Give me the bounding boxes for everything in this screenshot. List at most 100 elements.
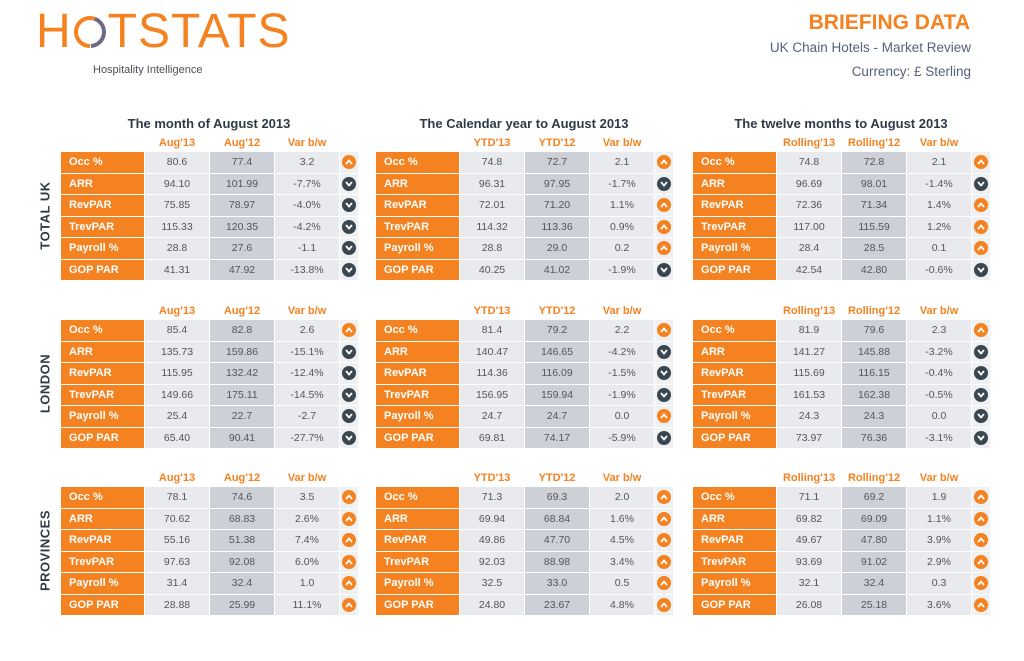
metric-label: Payroll % (376, 238, 459, 259)
arrow-down-icon (974, 430, 988, 445)
trend-cell (655, 152, 673, 173)
trend-cell (340, 508, 358, 529)
current-value: 140.47 (460, 341, 524, 362)
variance-value: -3.2% (907, 341, 971, 362)
prior-value: 79.6 (842, 320, 906, 341)
arrow-down-icon (342, 198, 356, 213)
prior-value: 27.6 (210, 238, 274, 259)
trend-cell (655, 573, 673, 594)
arrow-down-icon (342, 262, 356, 277)
current-value: 97.63 (145, 551, 209, 572)
column-header: YTD'12 (538, 472, 576, 484)
trend-cell (340, 384, 358, 405)
prior-value: 22.7 (210, 406, 274, 427)
variance-value: -12.4% (275, 363, 339, 384)
trend-cell (972, 508, 990, 529)
prior-value: 47.92 (210, 259, 274, 280)
current-value: 32.1 (777, 573, 841, 594)
variance-value: 0.2 (590, 238, 654, 259)
column-header: Var b/w (602, 472, 642, 484)
current-value: 70.62 (145, 508, 209, 529)
arrow-up-icon (974, 597, 988, 612)
variance-value: 3.2 (275, 152, 339, 173)
prior-value: 25.18 (842, 594, 906, 615)
metric-label: GOP PAR (693, 594, 776, 615)
prior-value: 175.11 (210, 384, 274, 405)
current-value: 115.95 (145, 363, 209, 384)
current-value: 96.69 (777, 173, 841, 194)
current-value: 24.80 (460, 594, 524, 615)
prior-value: 68.83 (210, 508, 274, 529)
trend-cell (340, 320, 358, 341)
metric-label: TrevPAR (693, 551, 776, 572)
variance-value: -5.9% (590, 427, 654, 448)
column-header: YTD'13 (473, 472, 511, 484)
prior-value: 72.8 (842, 152, 906, 173)
trend-cell (972, 195, 990, 216)
prior-value: 132.42 (210, 363, 274, 384)
trend-cell (340, 341, 358, 362)
variance-value: 1.4% (907, 195, 971, 216)
logo-wordmark: TSTATS (107, 5, 291, 58)
variance-value: -1.5% (590, 363, 654, 384)
arrow-down-icon (974, 409, 988, 424)
variance-value: 6.0% (275, 551, 339, 572)
current-value: 40.25 (460, 259, 524, 280)
metric-label: Occ % (693, 487, 776, 508)
prior-value: 47.80 (842, 530, 906, 551)
arrow-up-icon (657, 576, 671, 591)
prior-value: 69.09 (842, 508, 906, 529)
trend-cell (655, 363, 673, 384)
metric-label: ARR (693, 508, 776, 529)
prior-value: 47.70 (525, 530, 589, 551)
arrow-down-icon (342, 409, 356, 424)
current-value: 55.16 (145, 530, 209, 551)
section-label-provinces: PROVINCES (37, 509, 53, 592)
arrow-up-icon (657, 533, 671, 548)
current-value: 135.73 (145, 341, 209, 362)
prior-value: 92.08 (210, 551, 274, 572)
current-value: 161.53 (777, 384, 841, 405)
variance-value: 2.6% (275, 508, 339, 529)
trend-cell (972, 152, 990, 173)
metric-label: GOP PAR (376, 427, 459, 448)
arrow-down-icon (657, 387, 671, 402)
metric-label: Occ % (376, 487, 459, 508)
panel-title: The Calendar year to August 2013 (419, 116, 629, 131)
trend-cell (655, 551, 673, 572)
arrow-down-icon (342, 387, 356, 402)
variance-value: -0.4% (907, 363, 971, 384)
column-header: YTD'13 (473, 137, 511, 149)
current-value: 26.08 (777, 594, 841, 615)
current-value: 73.97 (777, 427, 841, 448)
trend-cell (972, 238, 990, 259)
arrow-down-icon (657, 430, 671, 445)
variance-value: -27.7% (275, 427, 339, 448)
column-header: Var b/w (287, 137, 327, 149)
variance-value: -4.2% (590, 341, 654, 362)
column-header: Aug'12 (223, 472, 261, 484)
variance-value: 2.9% (907, 551, 971, 572)
trend-cell (655, 195, 673, 216)
variance-value: -1.9% (590, 384, 654, 405)
current-value: 49.86 (460, 530, 524, 551)
metric-label: Occ % (376, 152, 459, 173)
metric-label: Payroll % (693, 573, 776, 594)
variance-value: -0.6% (907, 259, 971, 280)
metric-label: GOP PAR (376, 594, 459, 615)
prior-value: 76.36 (842, 427, 906, 448)
arrow-down-icon (657, 176, 671, 191)
prior-value: 32.4 (210, 573, 274, 594)
trend-cell (655, 320, 673, 341)
current-value: 41.31 (145, 259, 209, 280)
prior-value: 159.94 (525, 384, 589, 405)
arrow-down-icon (342, 430, 356, 445)
arrow-up-icon (974, 533, 988, 548)
trend-cell (340, 363, 358, 384)
trend-cell (340, 216, 358, 237)
trend-cell (655, 487, 673, 508)
variance-value: 2.0 (590, 487, 654, 508)
trend-cell (972, 573, 990, 594)
trend-cell (340, 152, 358, 173)
variance-value: 1.9 (907, 487, 971, 508)
